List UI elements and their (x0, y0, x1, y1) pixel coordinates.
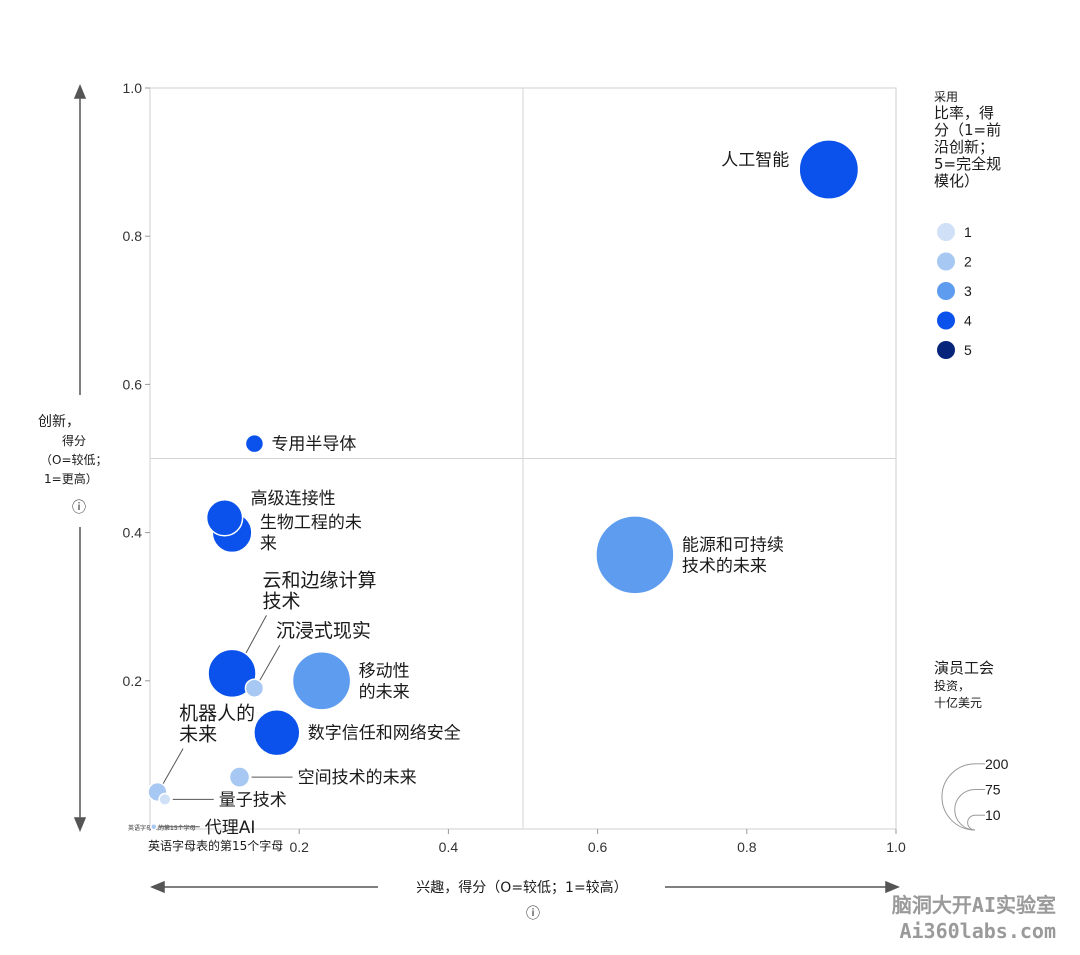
origin-note: 英语字母表的第15个字母 (128, 824, 196, 832)
bubble-label: 移动性 (359, 661, 410, 681)
color-legend-swatch (937, 252, 955, 271)
leader-line (161, 748, 184, 786)
bubble-label: 代理AI (205, 818, 256, 838)
bubble-label: 人工智能 (721, 151, 789, 171)
bubble (291, 650, 352, 711)
color-legend-label: 4 (964, 313, 972, 329)
y-axis-title-line1: 创新， (38, 414, 80, 430)
bubble (595, 515, 675, 595)
axis-ticks: 0.2 0.4 0.6 0.8 1.0 0.2 0.4 0.6 0.8 1.0 (123, 80, 906, 855)
y-tick-label: 0.8 (123, 228, 143, 244)
size-legend-title: 投资， (934, 678, 970, 693)
quadrant-lines (150, 88, 896, 829)
color-legend-title: 分（1=前 (934, 121, 1001, 139)
bubble-label: 生物工程的未 (260, 513, 362, 533)
bubble-label: 技术 (262, 590, 300, 612)
bubble-label: 机器人的 (179, 703, 255, 725)
size-legend-arc (941, 763, 976, 831)
x-tick-label: 0.8 (737, 839, 757, 855)
color-legend-label: 2 (964, 254, 972, 270)
y-tick-label: 0.4 (123, 525, 143, 541)
bubble-label: 沉浸式现实 (276, 620, 371, 642)
y-axis-arrow (73, 84, 87, 832)
color-legend-title: 采用 (934, 90, 958, 104)
bubble (798, 139, 860, 200)
size-legend-label: 200 (985, 756, 1009, 772)
color-legend-title: 5=完全规 (934, 155, 1001, 173)
leader-line (258, 644, 281, 683)
color-legend-swatch (937, 341, 955, 359)
bubble-label: 空间技术的未来 (298, 768, 417, 788)
size-legend-title: 演员工会 (934, 659, 994, 677)
bubble-label: 高级连接性 (251, 489, 336, 509)
bubble (149, 823, 158, 831)
color-legend-swatch (937, 282, 955, 300)
bubble-label: 的未来 (359, 682, 410, 702)
x-axis-arrow (150, 880, 900, 894)
leader-line (243, 615, 267, 657)
x-tick-label: 1.0 (886, 839, 906, 855)
bubble-label: 量子技术 (219, 790, 287, 810)
color-legend-label: 3 (964, 283, 972, 299)
y-tick-label: 0.2 (123, 673, 143, 689)
x-tick-label: 0.4 (439, 839, 459, 855)
color-legend-title: 比率，得 (934, 104, 994, 122)
color-legend-label: 1 (964, 224, 972, 240)
bubbles (147, 139, 860, 831)
size-legend-title: 十亿美元 (934, 695, 982, 710)
size-legend-label: 10 (985, 807, 1001, 823)
bubble (253, 708, 301, 757)
bubble-label: 技术的未来 (682, 556, 767, 576)
bubble-label: 能源和可持续 (682, 535, 784, 555)
y-axis-title-line2: 得分 (62, 433, 86, 448)
color-legend-label: 5 (964, 342, 972, 358)
bubble (244, 678, 265, 698)
size-legend-arc (967, 814, 976, 831)
watermark-line2: Ai360labs.com (899, 919, 1056, 943)
bubble-label: 专用半导体 (271, 435, 356, 455)
y-tick-label: 0.6 (123, 376, 143, 392)
x-axis-title: 兴趣，得分（O=较低；1=较高） (416, 879, 627, 896)
bubble (228, 766, 251, 788)
bubble (205, 499, 244, 537)
y-axis-title-line3: （O=较低； (40, 452, 108, 467)
leader-lines (158, 615, 293, 828)
bubble (158, 792, 172, 806)
x-tick-label: 0.2 (289, 839, 309, 855)
size-legend-label: 75 (985, 781, 1001, 797)
bubble-label: 数字信任和网络安全 (308, 724, 461, 744)
color-legend-title: 沿创新； (934, 138, 994, 156)
bubble-label: 来 (260, 534, 277, 554)
bubble-label: 未来 (179, 724, 217, 746)
x-tick-label: 0.6 (588, 839, 608, 855)
bubble (207, 648, 257, 699)
x-axis-first-tick-note: 英语字母表的第15个字母 (148, 838, 283, 853)
bubble-label: 云和边缘计算 (262, 569, 376, 591)
color-legend-swatch (937, 223, 955, 241)
color-legend-swatch (937, 311, 955, 330)
y-axis-title-line4: 1=更高） (44, 471, 98, 486)
y-tick-label: 1.0 (123, 80, 143, 96)
x-axis-info-icon[interactable]: ⓘ (526, 906, 540, 922)
y-axis-info-icon[interactable]: ⓘ (72, 500, 86, 516)
watermark-line1: 脑洞大开AI实验室 (892, 893, 1056, 917)
size-legend-arc (954, 788, 976, 831)
color-legend-title: 模化） (934, 172, 979, 190)
bubble (244, 433, 265, 454)
